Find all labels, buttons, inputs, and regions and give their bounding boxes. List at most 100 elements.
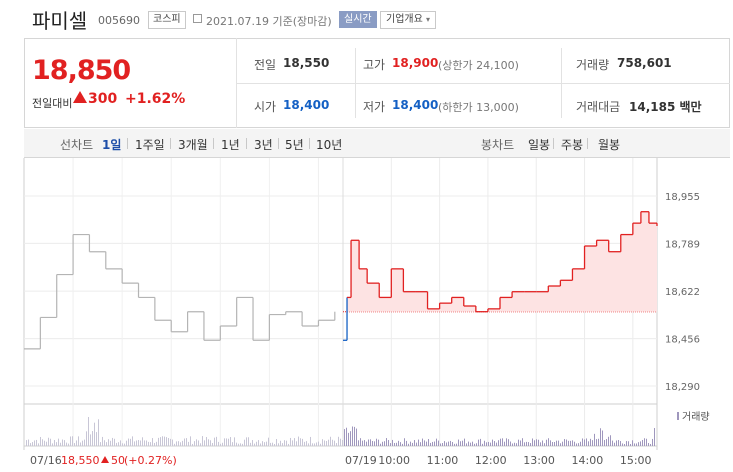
volume-bar [520, 440, 521, 446]
volume-bar [352, 426, 353, 446]
candle-monthly[interactable]: 월봉 [598, 138, 621, 152]
volume-bar [630, 443, 631, 446]
volume-bar [432, 441, 433, 446]
volume-bar [184, 438, 185, 446]
volume-bar [356, 428, 357, 446]
toolbar-separator [170, 138, 171, 149]
volume-bar [410, 441, 411, 446]
volume-bar [58, 438, 59, 446]
volume-bar [506, 438, 507, 446]
volume-bar [48, 437, 49, 446]
volume-bar [382, 441, 383, 446]
volume-bar [370, 439, 371, 446]
volume-bar [204, 440, 205, 446]
volume-bar [156, 441, 157, 446]
volume-bar [560, 443, 561, 446]
volume-bar [102, 436, 103, 446]
volume-bar [228, 438, 229, 446]
volume-bar [456, 443, 457, 446]
toolbar-separator [213, 138, 214, 149]
period-1y[interactable]: 1년 [221, 138, 240, 152]
volume-bar [104, 440, 105, 446]
toolbar-separator [127, 138, 128, 149]
volume-bar [512, 443, 513, 446]
volume-bar [384, 441, 385, 446]
volume-bar [298, 436, 299, 446]
period-3y[interactable]: 3년 [254, 138, 273, 152]
volume-bar [580, 441, 581, 446]
volume-bar [420, 442, 421, 446]
volume-bar [464, 438, 465, 446]
volume-bar [212, 442, 213, 446]
volume-bar [214, 437, 215, 446]
volume-bar [624, 443, 625, 446]
volume-bar [614, 442, 615, 446]
volume-bar [590, 438, 591, 446]
volume-bar [218, 441, 219, 446]
volume-bar [460, 441, 461, 446]
period-5y[interactable]: 5년 [285, 138, 304, 152]
volume-bar [138, 440, 139, 446]
volume-bar [524, 442, 525, 446]
volume-bar [216, 436, 217, 446]
low-label: 저가 [363, 100, 386, 114]
volume-bar [50, 438, 51, 446]
period-1w[interactable]: 1주일 [135, 138, 165, 152]
volume-bar [584, 439, 585, 446]
volume-bar [332, 439, 333, 446]
up-fill-area [343, 211, 657, 312]
realtime-button[interactable]: 실시간 [339, 11, 377, 28]
volume-bar [482, 443, 483, 446]
x-label-hour: 12:00 [475, 454, 507, 467]
volume-bar [550, 440, 551, 446]
volume-bar [400, 442, 401, 446]
candle-weekly[interactable]: 주봉 [561, 138, 584, 152]
volume-bar [424, 440, 425, 446]
volume-bar [588, 441, 589, 446]
volume-bar [68, 443, 69, 446]
volume-bar [278, 443, 279, 446]
volume-bar [290, 437, 291, 446]
prev-close-value: 18,550 [283, 56, 330, 70]
volume-bar [126, 440, 127, 446]
volume-bar [606, 439, 607, 446]
volume-bar [476, 443, 477, 446]
volume-bar [100, 442, 101, 446]
volume-bar [160, 437, 161, 446]
period-10y[interactable]: 10년 [316, 138, 343, 152]
volume-bar [598, 438, 599, 446]
volume-bar [72, 436, 73, 446]
volume-bar [178, 441, 179, 446]
period-3m[interactable]: 3개월 [178, 138, 208, 152]
volume-bar [534, 440, 535, 446]
market-badge: 코스피 [148, 11, 186, 29]
period-1d[interactable]: 1일 [102, 138, 122, 152]
candle-daily[interactable]: 일봉 [528, 138, 551, 152]
company-overview-button[interactable]: 기업개요 ▾ [380, 11, 437, 29]
volume-bar [570, 440, 571, 446]
volume-bar [334, 440, 335, 446]
toolbar-separator [246, 138, 247, 149]
volume-bar [494, 441, 495, 446]
volume-bar [458, 439, 459, 446]
volume-bar [242, 443, 243, 446]
volume-bar [128, 438, 129, 446]
volume-bar [316, 442, 317, 446]
volume-bar [528, 442, 529, 446]
volume-label: 거래량 [576, 58, 610, 72]
volume-bar [500, 438, 501, 446]
volume-bar [74, 443, 75, 446]
volume-bar [586, 438, 587, 446]
volume-bar [612, 440, 613, 446]
prev-day-change: 50 [111, 454, 125, 467]
volume-bar [186, 438, 187, 446]
volume-bar [374, 441, 375, 446]
volume-bar [602, 430, 603, 446]
volume-bar [124, 443, 125, 446]
open-value: 18,400 [283, 98, 330, 112]
price-chart[interactable]: 18,955 18,789 18,622 18,456 18,290 거래량 07/16… [0, 158, 733, 472]
volume-bar [304, 441, 305, 446]
x-label-prev-date: 07/16 [30, 454, 62, 467]
volume-bar [108, 439, 109, 446]
volume-bar [470, 442, 471, 446]
